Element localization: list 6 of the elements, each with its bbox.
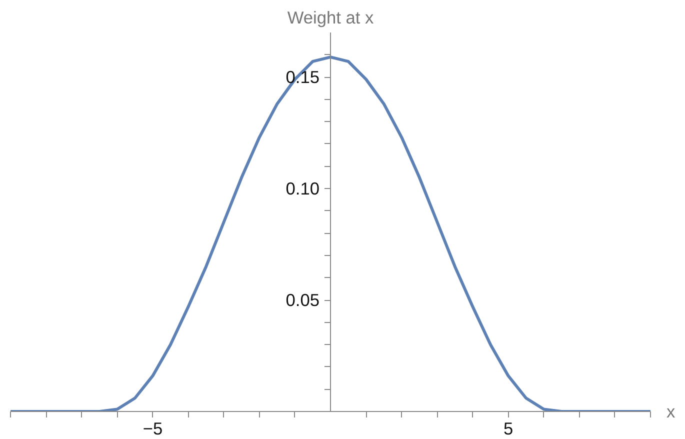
x-axis-title: x: [666, 402, 676, 422]
x-tick-label: 5: [503, 418, 514, 438]
y-axis-title: Weight at x: [287, 8, 374, 28]
y-tick-label: 0.05: [286, 290, 320, 310]
x-tick-label: −5: [142, 418, 163, 438]
y-tick-label: 0.10: [286, 178, 320, 199]
